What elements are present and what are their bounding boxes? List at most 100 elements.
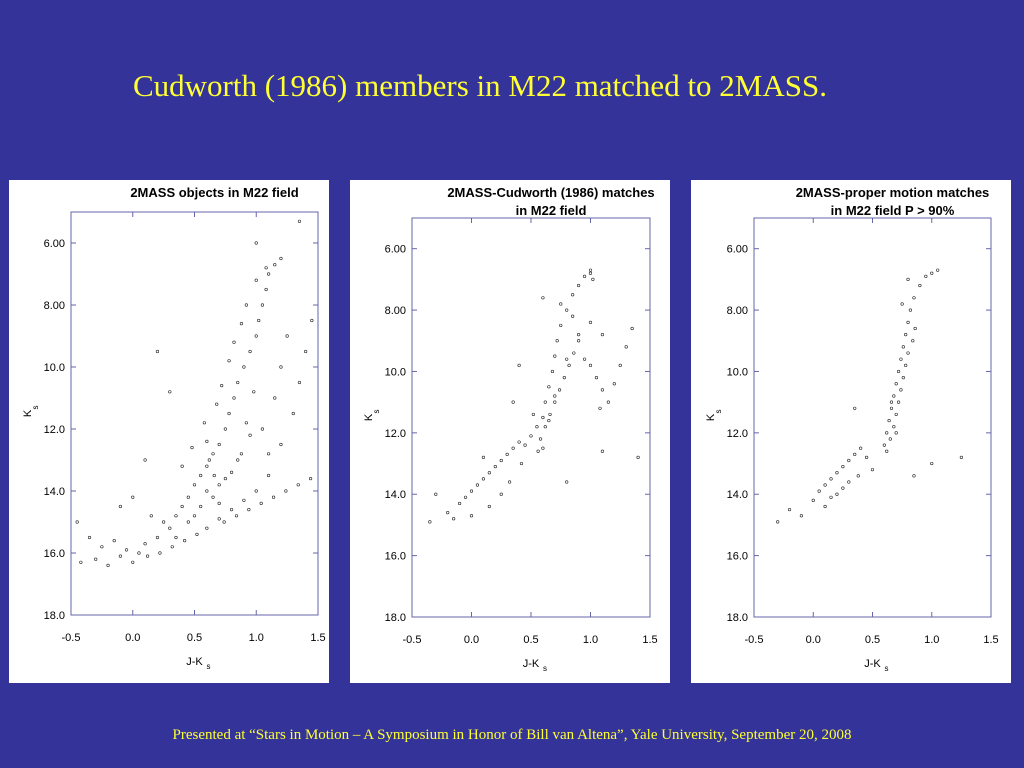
data-point — [244, 421, 248, 425]
data-point — [547, 418, 551, 423]
data-point — [565, 357, 569, 361]
data-point — [511, 446, 515, 450]
chart-title-line: in M22 field — [516, 203, 587, 218]
data-point — [239, 322, 244, 326]
y-tick-label: 14.0 — [727, 489, 748, 501]
data-point — [254, 334, 258, 338]
data-point — [149, 514, 153, 518]
y-tick-label: 14.0 — [385, 489, 406, 501]
data-point — [242, 498, 246, 502]
y-axis-label: K — [705, 413, 717, 421]
data-point — [207, 458, 211, 462]
data-point — [469, 489, 474, 493]
data-point — [543, 400, 547, 404]
data-point — [847, 480, 851, 484]
data-point — [930, 461, 934, 466]
y-tick-label: 16.0 — [727, 551, 748, 563]
data-point — [481, 455, 485, 460]
data-point — [572, 351, 576, 355]
data-point — [538, 437, 543, 441]
chart-proper-motion-matches: 2MASS-proper motion matches in M22 field … — [705, 185, 999, 673]
data-point — [543, 425, 547, 429]
data-point — [559, 323, 563, 328]
data-point — [606, 400, 610, 404]
data-point — [212, 473, 216, 478]
data-point — [565, 308, 569, 312]
x-tick-label: 1.0 — [583, 634, 598, 646]
data-point — [841, 486, 845, 490]
data-point — [618, 363, 622, 367]
data-point — [260, 303, 265, 307]
data-point — [264, 287, 268, 292]
y-axis-label: K — [22, 409, 34, 417]
chart-panel-proper-motion-matches: 2MASS-proper motion matches in M22 field … — [691, 180, 1011, 683]
data-point — [598, 406, 602, 410]
chart-title-line: in M22 field P > 90% — [831, 203, 955, 218]
data-point — [234, 514, 239, 518]
data-point — [577, 283, 581, 288]
data-point — [859, 446, 863, 450]
data-point — [131, 495, 135, 499]
x-tick-label: 1.0 — [924, 634, 939, 646]
y-tick-label: 12.0 — [727, 428, 748, 440]
data-point — [174, 514, 178, 518]
data-point — [118, 504, 122, 509]
y-tick-label: 16.0 — [44, 548, 65, 560]
data-point — [205, 439, 209, 444]
y-tick-label: 10.0 — [44, 362, 65, 374]
data-point — [183, 539, 187, 543]
data-point — [100, 545, 104, 549]
data-point — [892, 394, 896, 398]
data-point — [904, 333, 908, 337]
data-point — [242, 365, 246, 369]
data-point — [254, 278, 258, 282]
data-point — [229, 508, 234, 512]
plot-frame — [70, 211, 319, 616]
data-point — [264, 266, 268, 270]
y-tick-label: 6.00 — [44, 238, 65, 250]
data-point — [223, 427, 227, 431]
data-point — [930, 271, 934, 275]
data-point — [220, 384, 224, 388]
data-point — [870, 468, 875, 472]
x-axis-label: J-K — [523, 658, 540, 670]
data-point — [170, 545, 174, 549]
data-point — [232, 396, 236, 400]
data-point — [202, 421, 206, 425]
y-tick-label: 14.0 — [44, 486, 65, 498]
data-point — [260, 427, 265, 431]
data-point — [481, 477, 485, 481]
x-tick-label: 0.5 — [523, 634, 538, 646]
data-point — [519, 461, 524, 466]
data-point — [452, 517, 456, 521]
data-point — [889, 406, 894, 410]
data-point — [588, 363, 593, 367]
x-axis-label: J-K — [186, 656, 203, 668]
data-point — [457, 501, 462, 506]
data-point — [507, 480, 512, 484]
data-point — [591, 277, 595, 281]
data-point — [906, 351, 910, 355]
data-point — [899, 357, 903, 361]
data-point — [630, 326, 634, 331]
data-point — [180, 464, 184, 468]
data-point — [155, 535, 160, 540]
data-point — [776, 520, 780, 524]
data-point — [817, 489, 821, 493]
y-tick-label: 18.0 — [727, 612, 748, 624]
data-point — [523, 443, 527, 447]
y-tick-label: 12.0 — [44, 424, 65, 436]
x-tick-label: -0.5 — [403, 634, 422, 646]
data-point — [254, 489, 258, 493]
data-point — [145, 554, 150, 558]
data-point — [296, 483, 300, 487]
data-point — [624, 345, 628, 349]
x-axis-label-subscript: s — [885, 664, 889, 673]
chart-all-objects: 2MASS objects in M22 field 6.00 8.00 10.0 12… — [22, 185, 326, 671]
x-tick-label: -0.5 — [62, 632, 81, 644]
slide-title: Cudworth (1986) members in M22 matched t… — [132, 68, 827, 103]
data-point — [310, 318, 314, 323]
data-point — [811, 498, 815, 502]
data-point — [553, 394, 557, 398]
data-point — [548, 412, 552, 417]
